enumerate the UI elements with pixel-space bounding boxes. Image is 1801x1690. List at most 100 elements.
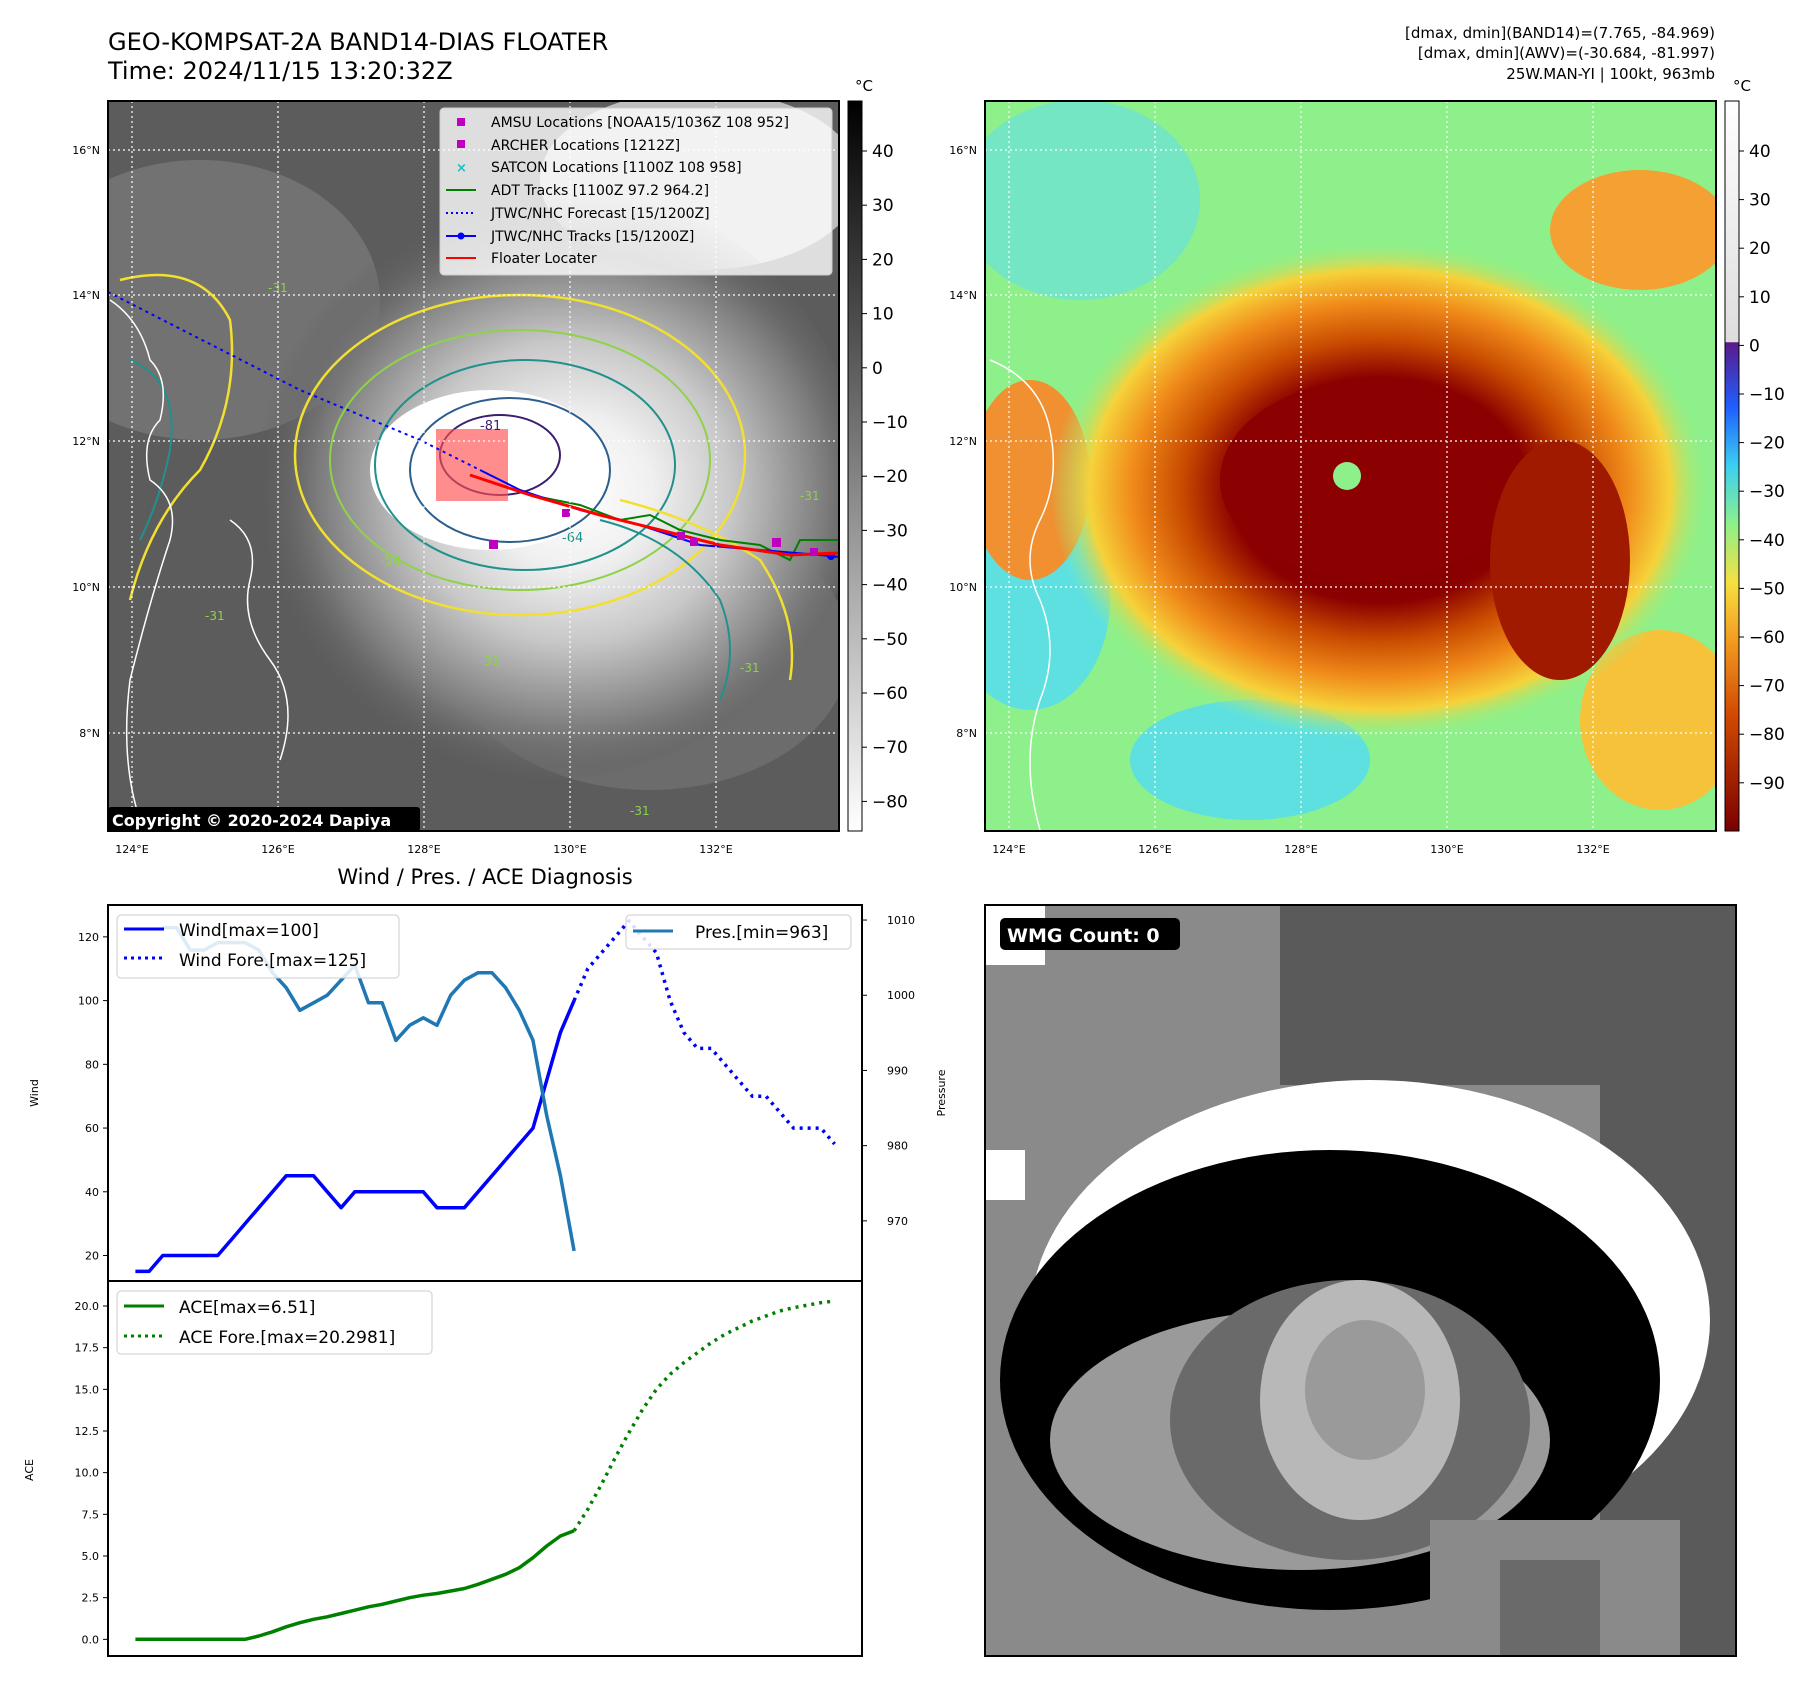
y-tick-label-right: 1010: [887, 914, 915, 927]
awv-lat-labels: 16°N 14°N 12°N 10°N 8°N: [949, 144, 977, 740]
contour-label: -31: [740, 661, 760, 675]
archer-location: [810, 548, 818, 556]
colorbar-tick-label: −90: [1749, 774, 1785, 794]
y-tick-label: 5.0: [82, 1550, 100, 1563]
series-line: [572, 1299, 835, 1532]
y-tick-label-right: 970: [887, 1215, 908, 1228]
colorbar-tick-label: −40: [1749, 531, 1785, 551]
contour-label: -31: [800, 489, 820, 503]
wmg-count-label: WMG Count: 0: [1007, 925, 1160, 947]
wind-ylabel: Wind: [28, 1079, 41, 1107]
awv-colorbar-gradient: [1724, 100, 1740, 832]
pressure-legend-label: Pres.[min=963]: [695, 923, 828, 943]
copyright-text: Copyright © 2020-2024 Dapiya: [112, 811, 391, 830]
lon-label: 126°E: [1138, 843, 1171, 856]
wmg-eye-center: [1305, 1320, 1425, 1460]
ace-plot-area: 0.0 2.5 5.0 7.5 10.0 12.5 15.0 17.5 20.0: [75, 1299, 835, 1646]
colorbar-tick-label: −70: [1749, 677, 1785, 697]
contour-54: [329, 329, 711, 591]
lon-label: 130°E: [1430, 843, 1463, 856]
colorbar-tick-label: −50: [872, 630, 908, 650]
series-line: [572, 919, 836, 1146]
awv-rainband: [1490, 440, 1630, 680]
y-tick-label: 40: [85, 1186, 99, 1199]
y-tick-label: 20.0: [75, 1300, 100, 1313]
lon-label: 130°E: [553, 843, 586, 856]
lon-label: 128°E: [407, 843, 440, 856]
legend-marker-amsu: [457, 118, 465, 126]
lon-label: 124°E: [992, 843, 1025, 856]
coastline: [109, 299, 174, 821]
lat-label: 8°N: [956, 727, 977, 740]
y-tick-label: 15.0: [75, 1383, 100, 1396]
series-line: [135, 1529, 575, 1642]
ir-lat-labels: 16°N 14°N 12°N 10°N 8°N: [72, 144, 100, 740]
floater-box: [436, 429, 508, 501]
awv-eye: [1333, 462, 1361, 490]
y-tick-label: 120: [78, 931, 99, 944]
awv-lon-labels: 124°E 126°E 128°E 130°E 132°E: [992, 843, 1609, 856]
lat-label: 14°N: [949, 289, 977, 302]
lon-label: 128°E: [1284, 843, 1317, 856]
archer-location: [772, 538, 781, 547]
storm-info: 25W.MAN-YI | 100kt, 963mb: [1506, 65, 1715, 83]
colorbar-tick-label: −10: [1749, 385, 1785, 405]
colorbar-tick-label: −40: [872, 576, 908, 596]
ace-legend-label: ACE[max=6.51]: [179, 1298, 315, 1318]
colorbar-tick-label: 10: [1749, 288, 1771, 308]
lon-label: 132°E: [699, 843, 732, 856]
colorbar-tick-label: 30: [1749, 191, 1771, 211]
lat-label: 8°N: [79, 727, 100, 740]
ir-legend-box: [439, 107, 833, 276]
colorbar-tick-label: −20: [872, 467, 908, 487]
lon-label: 126°E: [261, 843, 294, 856]
awv-frame: [984, 100, 1717, 832]
lat-label: 14°N: [72, 289, 100, 302]
y-tick-label: 100: [78, 995, 99, 1008]
legend-marker-jtwc-dot: [457, 232, 465, 240]
contour-54-rainband: [599, 519, 731, 701]
ir-map-panel: -81 -64 -54 -31 -31 -31 -31 -31 -31: [72, 77, 908, 856]
wmg-region-dark: [1500, 1560, 1600, 1656]
contour-label: -54: [380, 554, 401, 569]
series-line: [135, 1158, 507, 1274]
stats-awv: [dmax, dmin](AWV)=(-30.684, -81.997): [1418, 44, 1715, 62]
series-line: [504, 999, 576, 1162]
colorbar-unit: °C: [1733, 77, 1751, 95]
lat-label: 16°N: [949, 144, 977, 157]
figure-title: GEO-KOMPSAT-2A BAND14-DIAS FLOATER: [108, 28, 608, 56]
contour-31-west: [119, 273, 234, 601]
wind-legend: Wind[max=100] Wind Fore.[max=125]: [116, 914, 400, 979]
contour-label: -31: [205, 609, 225, 623]
colorbar-tick-label: −60: [872, 684, 908, 704]
y-tick-label: 20: [85, 1250, 99, 1263]
awv-colorbar: °C 40 30 20 10 0 −10 −20 −30 −40 −50 −60 −70 −80 −90: [1724, 77, 1785, 832]
y-tick-label: 12.5: [75, 1425, 100, 1438]
lat-label: 10°N: [72, 581, 100, 594]
colorbar-tick-label: −10: [872, 413, 908, 433]
lon-label: 132°E: [1576, 843, 1609, 856]
awv-dry-band: [1550, 170, 1716, 290]
y-tick-label: 60: [85, 1122, 99, 1135]
stats-band14: [dmax, dmin](BAND14)=(7.765, -84.969): [1405, 24, 1715, 42]
colorbar-tick-label: 40: [872, 142, 894, 162]
colorbar-tick-label: 30: [872, 196, 894, 216]
lat-label: 10°N: [949, 581, 977, 594]
colorbar-tick-label: −80: [872, 792, 908, 812]
awv-moist-region: [985, 101, 1200, 300]
pressure-ylabel: Pressure: [935, 1069, 948, 1116]
colorbar-tick-label: 20: [872, 250, 894, 270]
legend-item: AMSU Locations [NOAA15/1036Z 108 952]: [491, 115, 789, 131]
legend-item: ARCHER Locations [1212Z]: [491, 138, 680, 154]
wind-legend-box: [116, 914, 400, 979]
ir-lon-labels: 124°E 126°E 128°E 130°E 132°E: [115, 843, 732, 856]
lat-label: 12°N: [949, 435, 977, 448]
wmg-frame: [984, 904, 1737, 1657]
colorbar-tick-label: 0: [872, 359, 883, 379]
colorbar-tick-label: 10: [872, 305, 894, 325]
colorbar-tick-label: 40: [1749, 142, 1771, 162]
y-tick-label: 7.5: [82, 1508, 100, 1521]
ir-legend: AMSU Locations [NOAA15/1036Z 108 952] AR…: [439, 107, 833, 276]
pressure-legend-box: [625, 914, 852, 950]
